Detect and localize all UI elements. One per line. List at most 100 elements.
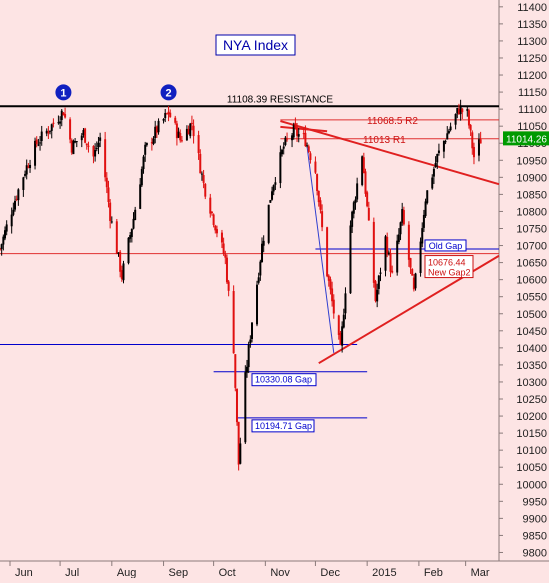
candle-body <box>366 192 369 207</box>
candle-body <box>177 131 180 138</box>
x-tick-label: Jul <box>65 567 79 578</box>
x-tick-label: 2015 <box>372 567 396 578</box>
candle-body <box>367 208 370 221</box>
candle-body <box>306 145 309 147</box>
candle-body <box>412 277 415 290</box>
candle-body <box>249 339 252 344</box>
candle-body <box>466 109 469 111</box>
y-tick-label: 10100 <box>516 445 547 457</box>
candle-body <box>294 123 297 129</box>
y-tick-label: 9950 <box>523 496 547 508</box>
candle-body <box>379 272 382 274</box>
candle-body <box>85 143 88 146</box>
candle-body <box>472 146 475 158</box>
x-tick-label: Aug <box>117 567 137 578</box>
y-tick-label: 10250 <box>516 394 547 406</box>
candle-body <box>397 234 400 242</box>
candle-body <box>239 443 242 464</box>
x-tick-label: Dec <box>320 567 340 578</box>
candle-body <box>4 230 7 239</box>
candle-body <box>45 130 48 134</box>
candle-body <box>374 281 377 302</box>
candle-body <box>245 366 248 373</box>
candle-body <box>0 248 1 250</box>
candle-body <box>40 131 43 141</box>
candle-body <box>304 132 307 147</box>
candle-body <box>210 211 213 214</box>
candle-body <box>144 144 147 155</box>
candle-body <box>352 202 355 214</box>
candle-body <box>59 121 62 124</box>
candle-body <box>274 182 277 185</box>
candle-body <box>225 257 228 283</box>
candle-body <box>235 388 238 423</box>
candle-body <box>307 146 310 152</box>
candle-body <box>34 140 37 166</box>
candle-body <box>267 204 270 243</box>
candle-body <box>120 270 123 279</box>
candle-body <box>411 269 414 276</box>
candle-body <box>22 177 25 190</box>
candle-body <box>401 209 404 223</box>
candle-body <box>60 110 63 120</box>
candle-body <box>407 224 410 260</box>
candle-body <box>292 125 295 138</box>
candle-body <box>167 111 170 115</box>
candle-body <box>202 175 205 183</box>
candle-body <box>424 201 427 217</box>
candle-body <box>251 322 254 340</box>
candle-body <box>49 130 52 132</box>
candle-body <box>329 279 332 290</box>
candle-body <box>436 154 439 163</box>
candle-body <box>204 183 207 197</box>
candle-body <box>461 108 464 113</box>
r2-label: 11068.5 R2 <box>367 116 418 127</box>
candle-body <box>389 253 392 272</box>
y-tick-label: 10550 <box>516 292 547 304</box>
y-tick-label: 11300 <box>517 36 547 48</box>
candle-body <box>117 252 120 254</box>
candle-body <box>362 157 365 174</box>
candle-body <box>377 275 380 289</box>
x-tick-label: Nov <box>270 567 290 578</box>
candle-body <box>62 112 65 116</box>
candle-body <box>214 225 217 231</box>
candle-body <box>122 263 125 281</box>
candle-body <box>5 224 8 232</box>
candle-body <box>327 275 330 281</box>
candle-body <box>37 144 40 146</box>
old-gap-box <box>424 239 467 252</box>
candle-body <box>115 221 118 255</box>
candle-body <box>422 214 425 228</box>
candle-body <box>297 134 300 137</box>
candle-body <box>286 138 289 140</box>
candle-body <box>72 140 75 155</box>
last-price-box <box>503 131 549 146</box>
resistance-label: 11108.39 RESISTANCE <box>227 94 333 105</box>
candle-body <box>409 258 412 268</box>
candle-body <box>302 133 305 135</box>
candle-body <box>154 126 157 139</box>
candle-body <box>316 174 319 191</box>
candle-body <box>104 139 107 178</box>
y-tick-label: 10450 <box>516 326 547 338</box>
x-tick-label: Sep <box>169 567 189 578</box>
candle-body <box>129 235 132 239</box>
candle-body <box>271 191 274 200</box>
trendline <box>280 120 500 186</box>
y-tick-label: 10000 <box>516 479 547 491</box>
old-gap-label: Old Gap <box>429 241 463 251</box>
candle-body <box>284 137 287 145</box>
candle-body <box>157 120 160 133</box>
candle-body <box>349 225 352 294</box>
candle-body <box>127 237 130 264</box>
new-gap2-label: 10676.44 <box>428 258 466 268</box>
candle-body <box>244 372 247 443</box>
candle-body <box>222 243 225 254</box>
candle-body <box>227 281 230 291</box>
candle-body <box>469 125 472 131</box>
candle-body <box>139 184 142 209</box>
x-tick-label: Mar <box>471 567 490 578</box>
candle-body <box>257 277 260 283</box>
candle-body <box>150 142 153 144</box>
